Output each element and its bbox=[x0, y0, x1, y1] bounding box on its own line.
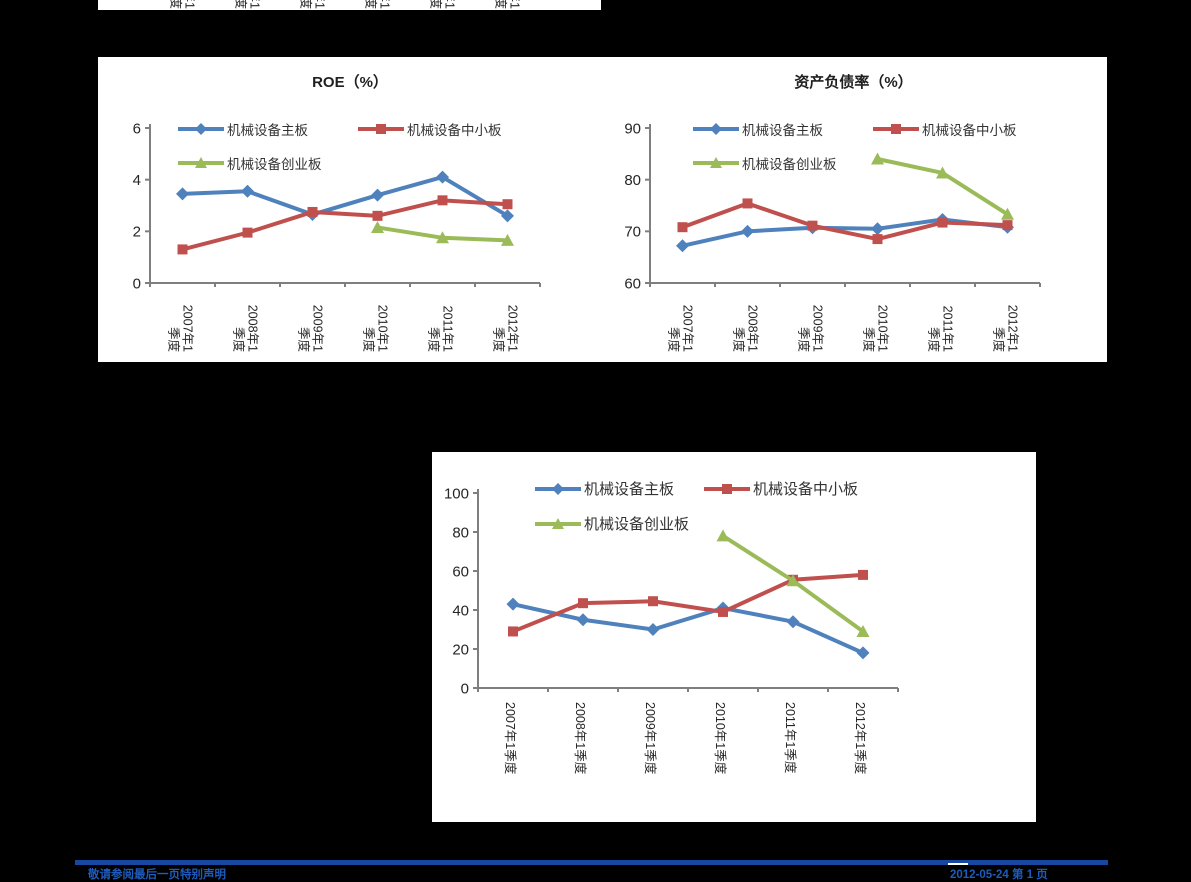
legend-triangle-icon bbox=[178, 157, 224, 168]
legend-label: 机械设备创业板 bbox=[584, 516, 690, 533]
series-机械设备创业板 bbox=[371, 220, 514, 246]
series-机械设备主板 bbox=[676, 212, 1014, 253]
clipped-axis-labels: 年1季度 年1季度 年1季度 年1季度 年1季度 年1季度 bbox=[169, 0, 522, 9]
clipped-category-label: 年1季度 bbox=[234, 0, 262, 9]
footer-link-underline bbox=[948, 863, 968, 865]
x-axis-category-label: 2010年1季度 bbox=[862, 305, 890, 353]
legend-item: 机械设备中小板 bbox=[704, 478, 858, 499]
legend-item: 机械设备创业板 bbox=[535, 513, 689, 534]
series-机械设备创业板 bbox=[716, 529, 870, 637]
clipped-category-label: 年1季度 bbox=[169, 0, 197, 9]
chart-legend-row: 机械设备主板 机械设备中小板 bbox=[178, 119, 502, 139]
series-机械设备中小板 bbox=[508, 569, 868, 637]
x-axis-category-label: 2009年1季度 bbox=[643, 702, 658, 775]
x-axis-category-label: 2012年1季度 bbox=[992, 305, 1020, 353]
legend-label: 机械设备中小板 bbox=[922, 123, 1017, 138]
chart-canvas: 0 2 4 6 2007年1季度 2008年1季度 2009年1季度 2010年1季度 2011… bbox=[133, 120, 541, 353]
legend-label: 机械设备创业板 bbox=[742, 157, 837, 172]
legend-label: 机械设备主板 bbox=[584, 481, 675, 498]
legend-item: 机械设备主板 bbox=[535, 478, 674, 499]
debt-ratio-chart-panel: 资产负债率（%） 60 70 80 90 2007年1季度 2008年1季度 2009年1季… bbox=[600, 57, 1107, 362]
x-axis-category-label: 2007年1季度 bbox=[667, 305, 695, 353]
series-机械设备中小板 bbox=[677, 198, 1013, 245]
y-axis-tick-label: 40 bbox=[452, 602, 469, 619]
legend-triangle-icon bbox=[693, 157, 739, 168]
legend-square-icon bbox=[873, 124, 919, 134]
clipped-category-label: 年1季度 bbox=[494, 0, 522, 9]
x-axis-category-label: 2010年1季度 bbox=[362, 305, 390, 353]
roe-chart-panel: ROE（%） 0 2 4 6 2007年1季度 2008年1季度 2009年1季度 2010年… bbox=[98, 57, 602, 362]
legend-label: 机械设备中小板 bbox=[753, 481, 859, 498]
chart-legend-row: 机械设备创业板 bbox=[693, 153, 837, 173]
footer-date-page-text: 2012-05-24 第 1 页 bbox=[950, 869, 1048, 881]
legend-label: 机械设备创业板 bbox=[227, 157, 322, 172]
x-axis-category-label: 2008年1季度 bbox=[232, 305, 260, 353]
series-机械设备主板 bbox=[176, 170, 514, 223]
legend-diamond-icon bbox=[535, 482, 581, 495]
x-axis-category-label: 2011年1季度 bbox=[427, 306, 455, 353]
x-axis-category-label: 2012年1季度 bbox=[853, 702, 868, 775]
legend-square-icon bbox=[704, 483, 751, 494]
x-axis-category-label: 2007年1季度 bbox=[167, 305, 195, 353]
y-axis-tick-label: 4 bbox=[133, 172, 141, 189]
y-axis-tick-label: 6 bbox=[133, 120, 141, 137]
chart-legend-row: 机械设备主板 机械设备中小板 bbox=[535, 478, 858, 499]
clipped-category-label: 年1季度 bbox=[429, 0, 457, 9]
series-机械设备创业板 bbox=[871, 152, 1014, 220]
legend-item: 机械设备创业板 bbox=[178, 153, 322, 173]
x-axis-category-label: 2012年1季度 bbox=[492, 305, 520, 353]
y-axis-tick-label: 20 bbox=[452, 641, 469, 658]
legend-item: 机械设备创业板 bbox=[693, 153, 837, 173]
legend-diamond-icon bbox=[693, 123, 739, 135]
legend-square-icon bbox=[358, 124, 404, 134]
legend-item: 机械设备主板 bbox=[178, 119, 308, 139]
y-axis-tick-label: 70 bbox=[624, 224, 641, 241]
legend-triangle-icon bbox=[535, 517, 581, 529]
x-axis-category-label: 2011年1季度 bbox=[927, 306, 955, 353]
y-axis-tick-label: 0 bbox=[133, 275, 141, 292]
clipped-category-label: 年1季度 bbox=[364, 0, 392, 9]
chart-legend-row: 机械设备创业板 bbox=[535, 513, 689, 534]
legend-label: 机械设备中小板 bbox=[407, 123, 502, 138]
chart-canvas: 0 20 40 60 80 100 2007年1季度 2008年1季度 2009年1季度 2010… bbox=[444, 485, 899, 775]
y-axis-tick-label: 80 bbox=[624, 172, 641, 189]
chart-legend-row: 机械设备创业板 bbox=[178, 153, 322, 173]
x-axis-category-label: 2009年1季度 bbox=[797, 305, 825, 353]
debt-ratio-chart-title: 资产负债率（%） bbox=[794, 74, 913, 91]
chart-legend-row: 机械设备主板 机械设备中小板 bbox=[693, 119, 1017, 139]
bottom-chart-panel: 0 20 40 60 80 100 2007年1季度 2008年1季度 2009年1季度 2010… bbox=[432, 452, 1036, 822]
legend-diamond-icon bbox=[178, 123, 224, 135]
x-axis-category-label: 2009年1季度 bbox=[297, 305, 325, 353]
x-axis-category-label: 2011年1季度 bbox=[783, 702, 798, 774]
footer-rule bbox=[75, 860, 1108, 865]
y-axis-tick-label: 60 bbox=[624, 275, 641, 292]
y-axis-tick-label: 100 bbox=[444, 485, 469, 502]
clipped-category-label: 年1季度 bbox=[299, 0, 327, 9]
y-axis-tick-label: 2 bbox=[133, 224, 141, 241]
x-axis-category-label: 2008年1季度 bbox=[732, 305, 760, 353]
legend-label: 机械设备主板 bbox=[227, 123, 308, 138]
footer-disclaimer-text: 敬请参阅最后一页特别声明 bbox=[88, 869, 226, 881]
x-axis-category-label: 2007年1季度 bbox=[503, 702, 518, 775]
legend-item: 机械设备中小板 bbox=[358, 119, 502, 139]
legend-item: 机械设备主板 bbox=[693, 119, 823, 139]
roe-chart-title: ROE（%） bbox=[312, 74, 388, 91]
y-axis-tick-label: 0 bbox=[461, 680, 469, 697]
legend-item: 机械设备中小板 bbox=[873, 119, 1017, 139]
x-axis-category-label: 2008年1季度 bbox=[573, 702, 588, 775]
y-axis-tick-label: 90 bbox=[624, 120, 641, 137]
y-axis-tick-label: 60 bbox=[452, 563, 469, 580]
clipped-chart-strip: 年1季度 年1季度 年1季度 年1季度 年1季度 年1季度 bbox=[98, 0, 601, 10]
chart-canvas: 60 70 80 90 2007年1季度 2008年1季度 2009年1季度 2010年1季度… bbox=[624, 120, 1041, 353]
x-axis-category-label: 2010年1季度 bbox=[713, 702, 728, 775]
series-机械设备中小板 bbox=[177, 195, 513, 255]
y-axis-tick-label: 80 bbox=[452, 524, 469, 541]
legend-label: 机械设备主板 bbox=[742, 123, 823, 138]
